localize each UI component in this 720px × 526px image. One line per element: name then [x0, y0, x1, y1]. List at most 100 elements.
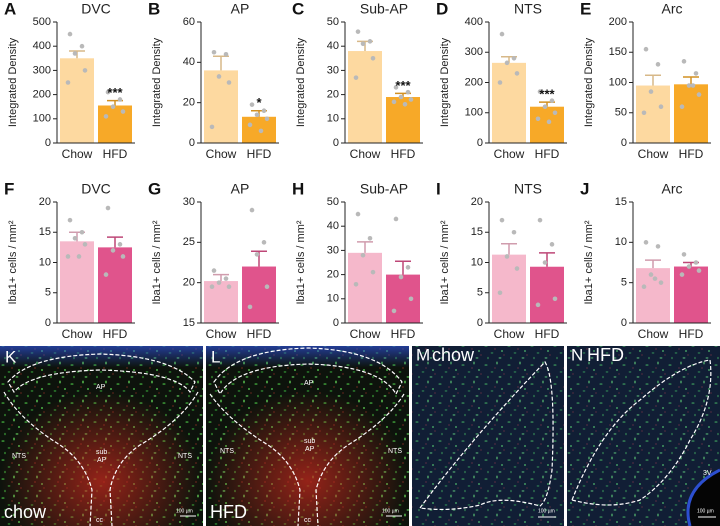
y-tick-label: 20 — [39, 196, 51, 208]
y-tick-label: 5 — [621, 277, 627, 289]
bar — [674, 84, 708, 143]
significance: *** — [107, 85, 123, 100]
data-point — [82, 68, 88, 73]
y-tick-label: 15 — [183, 317, 195, 329]
data-point — [696, 268, 702, 273]
chart-title: DVC — [81, 181, 111, 197]
data-point — [216, 280, 222, 285]
data-point — [402, 101, 408, 107]
y-axis-label: Iba1+ cells / mm² — [151, 220, 163, 304]
y-tick-label: 400 — [33, 40, 51, 52]
y-tick-label: 300 — [465, 46, 483, 58]
data-point — [504, 254, 510, 259]
y-tick-label: 60 — [183, 16, 195, 28]
y-tick-label: 200 — [33, 89, 51, 101]
y-tick-label: 0 — [333, 137, 339, 149]
region-label: NTS — [12, 453, 26, 460]
data-point — [103, 272, 109, 277]
x-tick-label: HFD — [391, 147, 416, 161]
bar-chart-panel: J Arc Iba1+ cells / mm² 0 5 10 15 Chow HFD — [580, 179, 711, 341]
significance: *** — [539, 87, 555, 102]
data-point — [655, 244, 661, 249]
significance: *** — [395, 78, 411, 93]
x-tick-label: HFD — [247, 327, 272, 341]
bar-chart-panel: H Sub-AP Iba1+ cells / mm² 0 10 20 30 40 50 Chow H… — [292, 179, 423, 341]
data-point — [370, 269, 376, 275]
y-tick-label: 25 — [183, 236, 195, 248]
data-point — [65, 80, 71, 85]
data-point — [72, 236, 78, 241]
panel-letter: C — [292, 0, 304, 18]
data-point — [360, 41, 366, 47]
panel-letter: M — [416, 345, 430, 364]
data-point — [511, 56, 517, 61]
chart-title: DVC — [81, 1, 111, 17]
data-point — [264, 284, 270, 290]
region-label: AP — [97, 457, 107, 464]
region-label: sub — [304, 438, 315, 445]
data-point — [641, 110, 647, 116]
bar-chart-panel: D NTS Integrated Density 0 100 200 300 400 Chow H… — [436, 0, 567, 161]
data-point — [514, 266, 520, 271]
bar — [386, 274, 420, 323]
data-point — [405, 89, 411, 95]
bar — [98, 247, 132, 323]
data-point — [679, 104, 685, 109]
y-tick-label: 40 — [327, 40, 339, 52]
y-tick-label: 0 — [45, 137, 51, 149]
data-point — [117, 97, 123, 102]
bar-chart-panel: G AP Iba1+ cells / mm² 15 20 25 30 Chow HFD — [148, 179, 279, 341]
data-point — [223, 51, 229, 57]
chart-title: AP — [231, 181, 250, 197]
bar-chart-panel: B AP Integrated Density 0 20 40 60 Chow HFD * — [148, 0, 279, 161]
data-point — [261, 240, 267, 245]
data-point — [398, 274, 404, 280]
y-tick-label: 5 — [477, 287, 483, 299]
scale-label: 100 µm — [382, 508, 399, 514]
y-tick-label: 50 — [615, 107, 627, 119]
data-point — [690, 83, 696, 88]
data-point — [693, 260, 699, 265]
x-tick-label: Chow — [350, 147, 381, 161]
y-tick-label: 10 — [39, 256, 51, 268]
y-tick-label: 0 — [45, 317, 51, 329]
y-tick-label: 50 — [327, 16, 339, 28]
y-tick-label: 100 — [609, 76, 627, 88]
scale-label: 100 µm — [176, 508, 193, 514]
region-label: sub — [96, 449, 107, 456]
y-tick-label: 10 — [471, 256, 483, 268]
region-label: 3V — [703, 470, 712, 477]
data-point — [249, 207, 255, 213]
panel-letter: I — [436, 179, 441, 198]
data-point — [355, 211, 361, 217]
data-point — [393, 85, 399, 90]
y-tick-label: 150 — [609, 46, 627, 58]
data-point — [105, 89, 111, 95]
chart-title: Sub-AP — [360, 181, 408, 197]
bar-chart-panel: I NTS Iba1+ cells / mm² 0 5 10 15 20 Chow HFD — [436, 179, 567, 341]
data-point — [209, 284, 215, 290]
x-tick-label: HFD — [535, 147, 560, 161]
data-point — [552, 110, 558, 116]
x-tick-label: HFD — [247, 147, 272, 161]
data-point — [391, 99, 397, 105]
error-bar — [213, 273, 229, 282]
y-tick-label: 15 — [615, 196, 627, 208]
bar — [60, 58, 94, 143]
y-axis-label: Integrated Density — [7, 37, 19, 127]
data-point — [79, 43, 85, 49]
y-tick-label: 20 — [471, 196, 483, 208]
data-point — [542, 260, 548, 265]
panel-letter: D — [436, 0, 448, 18]
x-tick-label: Chow — [350, 327, 381, 341]
data-point — [370, 56, 376, 61]
data-point — [497, 80, 503, 85]
data-point — [542, 104, 548, 109]
y-tick-label: 30 — [183, 196, 195, 208]
y-tick-label: 20 — [327, 269, 339, 281]
bar-chart-panel: A DVC Integrated Density 0 100 200 300 400 500 Ch… — [4, 0, 135, 161]
y-axis-label: Iba1+ cells / mm² — [295, 220, 307, 304]
chart-title: NTS — [514, 1, 542, 17]
y-tick-label: 100 — [465, 107, 483, 119]
y-axis-label: Integrated Density — [583, 37, 595, 127]
